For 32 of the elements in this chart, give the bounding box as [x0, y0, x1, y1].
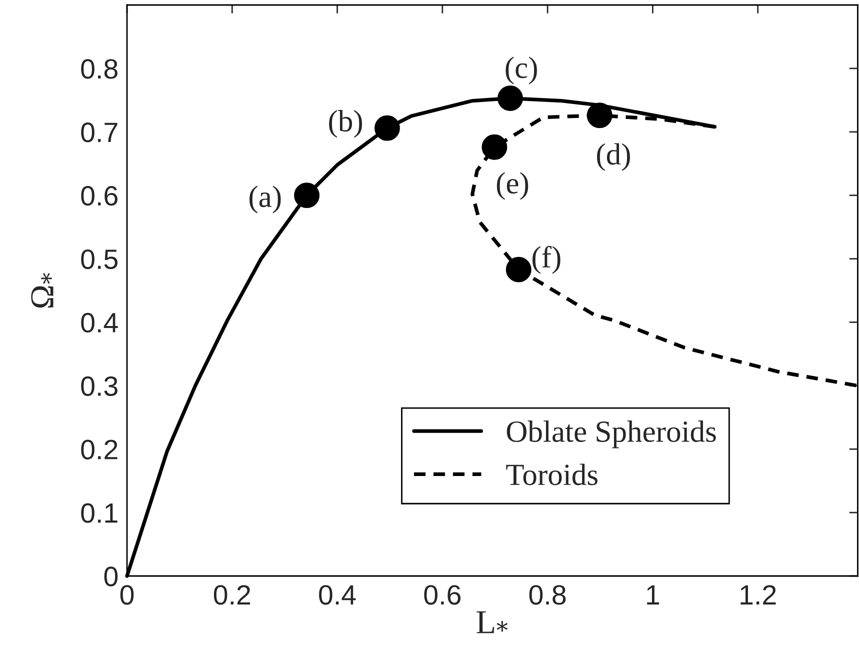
x-tick-label: 1.2 — [740, 585, 776, 604]
point — [586, 102, 612, 128]
annotation: (f) — [532, 246, 560, 274]
annotation: (c) — [506, 56, 537, 84]
legend-label: Oblate Spheroids — [506, 420, 716, 448]
point — [374, 115, 400, 141]
y-tick-label: 0.6 — [81, 186, 118, 206]
y-tick-label: 0.5 — [81, 249, 118, 270]
y-tick-label: 0.8 — [81, 59, 118, 79]
point — [294, 182, 320, 208]
point — [482, 134, 508, 160]
x-tick-label: 1 — [647, 585, 660, 604]
point — [506, 256, 532, 282]
y-tick-label: 0.3 — [81, 376, 118, 396]
y-tick-label: 0.1 — [81, 503, 118, 523]
x-tick-label: 0.4 — [319, 585, 356, 605]
annotation: (e) — [496, 172, 528, 200]
legend-label: Toroids — [506, 464, 598, 486]
x-tick-label: 0.2 — [214, 585, 250, 605]
x-tick-label: 0 — [120, 585, 134, 605]
x-tick-label: 0.8 — [529, 585, 566, 605]
y-axis-title: Ω$_{*}$ — [31, 272, 54, 308]
point — [498, 86, 523, 111]
annotation: (a) — [250, 186, 281, 214]
x-axis-title: L$_{*}$ — [476, 611, 508, 634]
y-tick-label: 0.4 — [81, 312, 118, 333]
y-tick-label: 0.7 — [81, 122, 118, 142]
y-tick-label: 0 — [104, 566, 118, 586]
annotation: (b) — [329, 110, 362, 138]
x-tick-label: 0.6 — [424, 585, 461, 605]
y-tick-label: 0.2 — [81, 440, 118, 460]
annotation: (d) — [597, 143, 630, 171]
